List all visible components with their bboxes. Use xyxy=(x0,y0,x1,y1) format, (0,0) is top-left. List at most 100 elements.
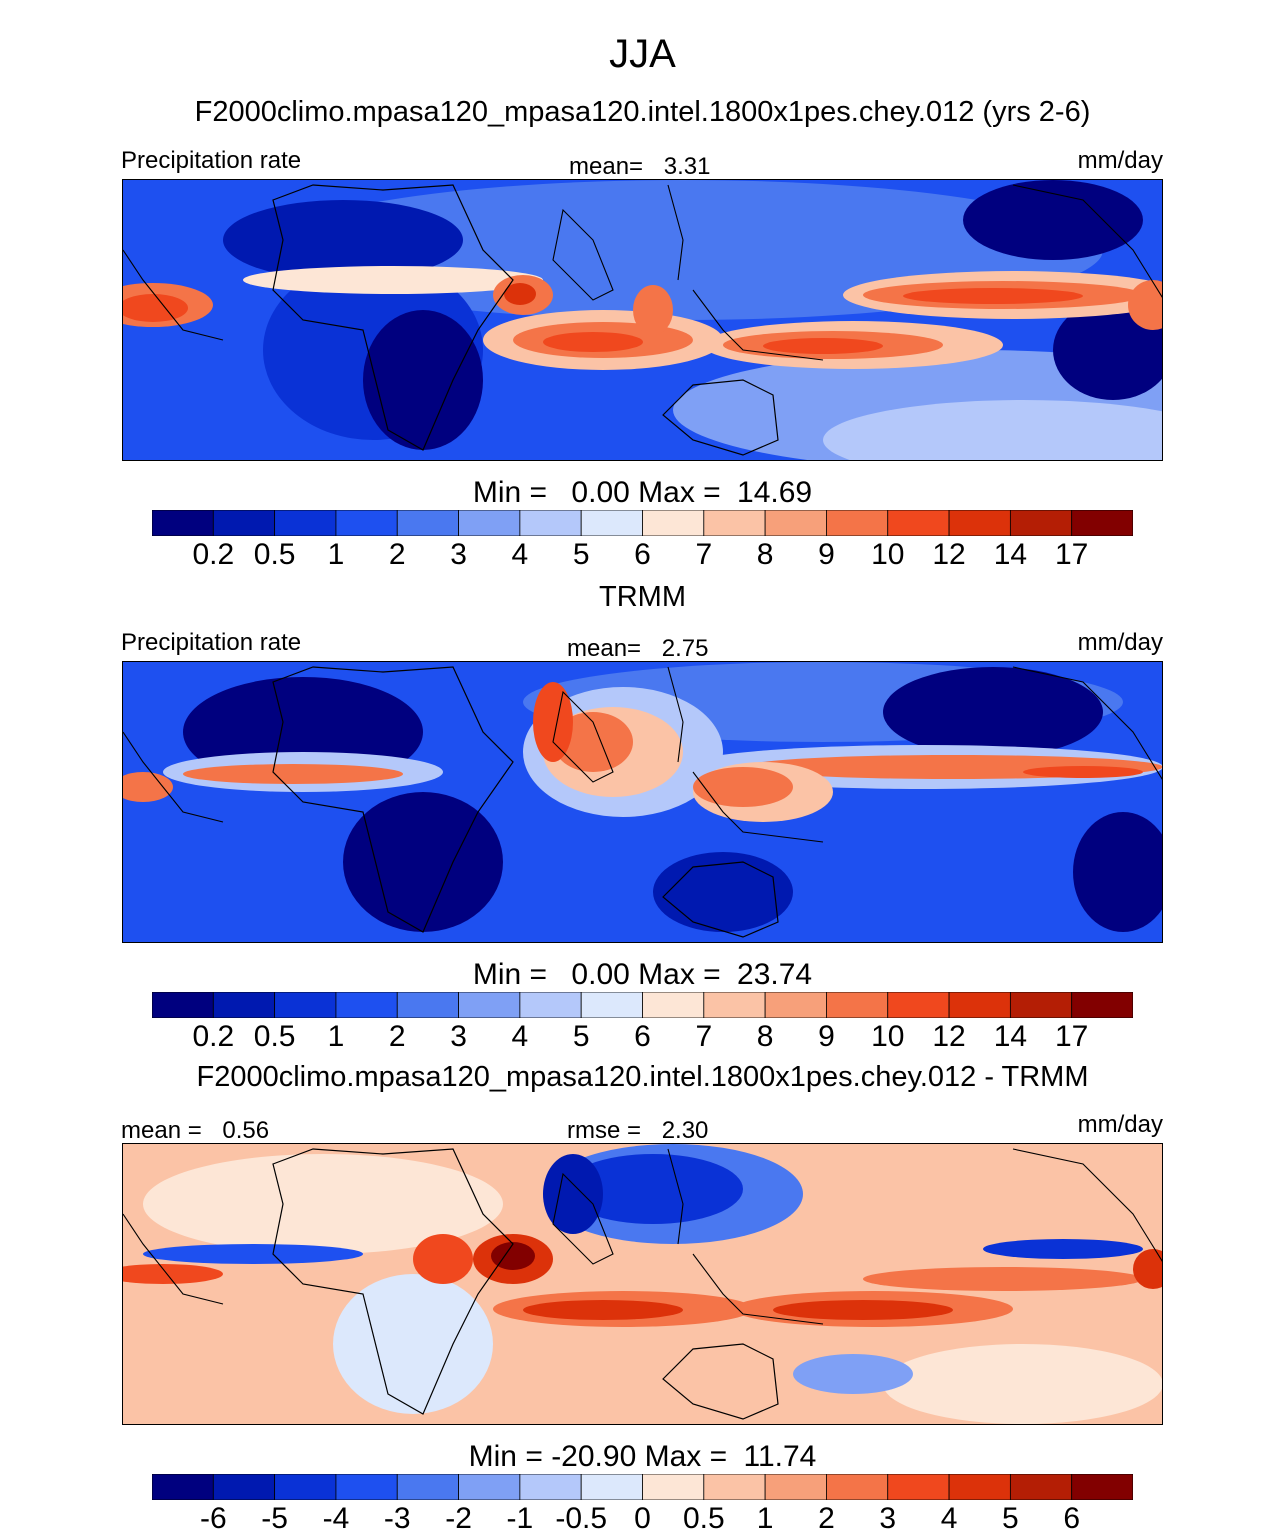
colorbar-swatch xyxy=(580,510,643,536)
panel-1-variable-label: Precipitation rate xyxy=(121,147,302,174)
colorbar-swatch xyxy=(396,1474,459,1500)
colorbar-tick-label: 12 xyxy=(932,538,966,571)
colorbar-swatch xyxy=(764,510,827,536)
colorbar-swatch xyxy=(519,992,582,1018)
colorbar-swatch xyxy=(1009,992,1073,1018)
colorbar-tick-label: 5 xyxy=(572,1020,590,1053)
panel-2-units: mm/day xyxy=(1077,629,1163,656)
colorbar-swatch xyxy=(887,510,950,536)
panel-3-rmse-label: rmse = xyxy=(567,1117,642,1144)
colorbar-tick-label: 4 xyxy=(511,1020,529,1053)
panel-1-mean-value: 3.31 xyxy=(663,153,711,180)
colorbar-swatch xyxy=(519,510,582,536)
colorbar-tick-label: 5 xyxy=(1002,1502,1019,1535)
colorbar-tick-label: 0.2 xyxy=(192,538,235,571)
panel-3-colorbar-svg xyxy=(152,1474,1133,1500)
colorbar-swatch xyxy=(948,510,1011,536)
panel-2-max-value: 23.74 xyxy=(737,958,813,991)
colorbar-tick-label: 3 xyxy=(879,1502,897,1535)
colorbar-tick-label: -6 xyxy=(199,1502,227,1535)
colorbar-swatch xyxy=(580,1474,643,1500)
colorbar-swatch xyxy=(764,1474,827,1500)
colorbar-tick-label: 1 xyxy=(756,1502,774,1535)
panel-3-min-value: -20.90 xyxy=(551,1440,637,1473)
colorbar-swatch xyxy=(642,510,705,536)
colorbar-tick-label: 2 xyxy=(818,1502,835,1535)
panel-1-max-label: Max = xyxy=(638,476,721,509)
panel-2-title: TRMM xyxy=(599,581,686,613)
colorbar-tick-label: 9 xyxy=(818,538,835,571)
panel-3-map xyxy=(122,1143,1163,1425)
colorbar-swatch xyxy=(703,1474,766,1500)
colorbar-tick-label: 17 xyxy=(1055,538,1089,571)
colorbar-tick-label: 0.5 xyxy=(253,1020,296,1053)
colorbar-tick-label: 4 xyxy=(511,538,529,571)
colorbar-tick-label: -4 xyxy=(322,1502,350,1535)
panel-2-mean-label: mean= xyxy=(567,635,642,662)
panel-3-rmse-value: 2.30 xyxy=(661,1117,709,1144)
colorbar-tick-label: 2 xyxy=(388,1020,406,1053)
colorbar-swatch xyxy=(152,1474,214,1500)
panel-3-max-label: Max = xyxy=(644,1440,728,1473)
colorbar-swatch xyxy=(580,992,643,1018)
colorbar-tick-label: 6 xyxy=(1063,1502,1081,1535)
colorbar-tick-label: 0.2 xyxy=(192,1020,235,1053)
colorbar-tick-label: 0.5 xyxy=(682,1502,725,1535)
colorbar-tick-label: 1 xyxy=(327,538,345,571)
panel-3-colorbar xyxy=(152,1474,1133,1500)
colorbar-swatch xyxy=(826,510,889,536)
colorbar-swatch xyxy=(642,1474,705,1500)
colorbar-swatch xyxy=(396,992,459,1018)
panel-1-mean: mean= 3.31 xyxy=(569,153,710,181)
colorbar-tick-label: -0.5 xyxy=(555,1502,608,1535)
panel-3-max-value: 11.74 xyxy=(743,1440,817,1473)
colorbar-swatch xyxy=(274,1474,337,1500)
panel-3-min-label: Min = xyxy=(468,1440,543,1473)
panel-1-map xyxy=(122,179,1163,461)
colorbar-tick-label: 17 xyxy=(1055,1020,1089,1053)
colorbar-swatch xyxy=(1071,992,1133,1018)
colorbar-tick-label: 5 xyxy=(572,538,590,571)
panel-1-min-label: Min = xyxy=(472,476,548,509)
panel-3-units: mm/day xyxy=(1077,1111,1163,1138)
panel-3-minmax: Min = -20.90 Max = 11.74 xyxy=(0,1440,1285,1474)
panel-2-min-value: 0.00 xyxy=(571,958,630,991)
panel-1-minmax: Min = 0.00 Max = 14.69 xyxy=(0,476,1285,510)
colorbar-swatch xyxy=(764,992,827,1018)
panel-2-min-label: Min = xyxy=(472,958,548,991)
colorbar-swatch xyxy=(458,1474,521,1500)
colorbar-swatch xyxy=(458,510,521,536)
colorbar-swatch xyxy=(887,992,950,1018)
colorbar-swatch xyxy=(212,1474,276,1500)
panel-2-colorbar-svg xyxy=(152,992,1133,1018)
panel-3-mean: mean = 0.56 xyxy=(121,1117,269,1145)
colorbar-tick-label: 12 xyxy=(932,1020,966,1053)
colorbar-tick-label: 9 xyxy=(818,1020,835,1053)
colorbar-swatch xyxy=(948,1474,1011,1500)
colorbar-swatch xyxy=(703,992,766,1018)
panel-1-units: mm/day xyxy=(1077,147,1163,174)
colorbar-tick-label: 7 xyxy=(695,1020,713,1053)
colorbar-tick-label: 10 xyxy=(871,1020,905,1053)
panel-3-map-svg xyxy=(123,1144,1162,1424)
colorbar-tick-label: 10 xyxy=(871,538,905,571)
panel-1-mean-label: mean= xyxy=(569,153,644,180)
panel-2-variable-label: Precipitation rate xyxy=(121,629,302,656)
colorbar-swatch xyxy=(1071,1474,1133,1500)
panel-3-title: F2000climo.mpasa120_mpasa120.intel.1800x… xyxy=(196,1061,1089,1093)
colorbar-swatch xyxy=(826,1474,889,1500)
colorbar-swatch xyxy=(1071,510,1133,536)
panel-1-title: F2000climo.mpasa120_mpasa120.intel.1800x… xyxy=(194,96,1091,128)
colorbar-swatch xyxy=(212,992,276,1018)
colorbar-swatch xyxy=(458,992,521,1018)
colorbar-swatch xyxy=(948,992,1011,1018)
panel-1-colorbar-svg xyxy=(152,510,1133,536)
panel-3-mean-label: mean = xyxy=(121,1117,202,1144)
panel-3-mean-value: 0.56 xyxy=(222,1117,270,1144)
colorbar-swatch xyxy=(519,1474,582,1500)
colorbar-tick-label: 0 xyxy=(634,1502,651,1535)
colorbar-swatch xyxy=(642,992,705,1018)
colorbar-tick-label: 3 xyxy=(450,538,467,571)
colorbar-tick-label: 6 xyxy=(634,1020,651,1053)
panel-3-rmse: rmse = 2.30 xyxy=(567,1117,708,1145)
